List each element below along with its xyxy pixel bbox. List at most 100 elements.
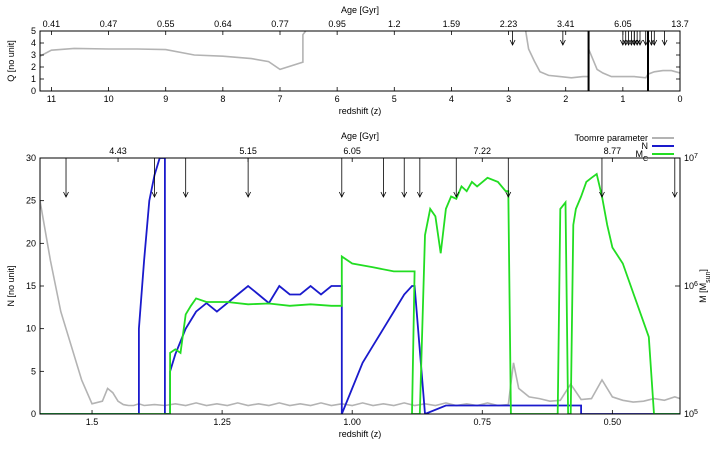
y-tick-label: 5 (31, 366, 36, 376)
y-tick-label: 4 (31, 38, 36, 48)
age-tick-label: 6.05 (614, 19, 632, 29)
event-arrow (453, 158, 460, 198)
event-arrow (648, 31, 655, 46)
y-tick-label: 0 (31, 86, 36, 96)
age-tick-label: 1.59 (443, 19, 461, 29)
arrow-head (625, 39, 632, 46)
event-arrow (599, 158, 605, 198)
age-tick-label: 1.2 (388, 19, 401, 29)
event-arrow (634, 31, 641, 46)
age-tick-label: 5.15 (239, 146, 257, 156)
event-arrow (628, 31, 635, 46)
arrow-head (671, 191, 678, 198)
age-tick-label: 0.77 (271, 19, 289, 29)
arrow-head (634, 39, 641, 46)
age-tick-label: 6.05 (343, 146, 361, 156)
age-axis-label: Age [Gyr] (341, 131, 379, 141)
x-tick-label: 4 (449, 94, 454, 104)
age-tick-label: 0.95 (328, 19, 346, 29)
x-tick-label: 10 (104, 94, 114, 104)
series-line-3 (587, 48, 680, 79)
arrow-head (648, 39, 655, 46)
arrow-head (622, 39, 629, 46)
x-tick-label: 7 (277, 94, 282, 104)
event-arrow (509, 31, 516, 46)
series-line-toomre-parameter (40, 200, 680, 407)
age-tick-label: 8.77 (604, 146, 622, 156)
event-arrow (651, 31, 658, 46)
series-line-1 (40, 31, 307, 71)
event-arrow (505, 158, 512, 198)
x-tick-label: 9 (163, 94, 168, 104)
y2-tick-label: 107 (684, 153, 698, 164)
event-arrow (151, 158, 158, 198)
y-tick-label: 3 (31, 50, 36, 60)
arrow-head (380, 191, 387, 198)
arrow-head (637, 39, 643, 46)
y-tick-label: 10 (26, 324, 36, 334)
x-tick-label: 5 (392, 94, 397, 104)
event-arrow (631, 31, 638, 46)
x-tick-label: 0.75 (474, 417, 492, 427)
arrow-head (182, 191, 189, 198)
bottom-panel-n-m-vs-redshift: 1.5 1.25 1.00 0.75 0.50 0 5 10 15 20 25 30 105 106 107… (6, 131, 712, 439)
series-group (40, 158, 680, 414)
series-group (40, 31, 680, 79)
event-arrow (338, 158, 345, 198)
arrow-head (619, 39, 626, 46)
x-tick-label: 0.50 (604, 417, 622, 427)
arrow-head (509, 39, 516, 46)
age-tick-label: 0.55 (157, 19, 175, 29)
y-tick-label: 20 (26, 238, 36, 248)
legend-label-toomre-parameter: Toomre parameter (574, 133, 648, 143)
x-tick-label: 1.25 (213, 417, 231, 427)
age-axis-label: Age [Gyr] (341, 5, 379, 15)
event-arrow (559, 31, 566, 46)
arrow-head (338, 191, 345, 198)
y2-axis-label: M [Msun] (698, 269, 712, 303)
arrow-head (63, 191, 69, 198)
x-axis-label: redshift (z) (339, 106, 382, 116)
x-axis-label: redshift (z) (339, 429, 382, 439)
arrow-head (416, 191, 423, 198)
y-axis-label: N [no unit] (6, 265, 16, 306)
legend-label-n: N (642, 141, 649, 151)
y2-tick-label: 106 (684, 281, 698, 292)
event-arrow (63, 158, 69, 198)
series-line-2 (524, 31, 589, 79)
x-tick-label: 0 (677, 94, 682, 104)
x-tick-label: 1 (620, 94, 625, 104)
age-tick-label: 3.41 (557, 19, 575, 29)
arrow-head (151, 191, 158, 198)
x-tick-label: 3 (506, 94, 511, 104)
y-tick-label: 5 (31, 26, 36, 36)
x-tick-label: 1.00 (343, 417, 361, 427)
arrow-head (631, 39, 638, 46)
plot-frame (39, 157, 681, 415)
event-arrow (245, 158, 251, 198)
event-arrow (182, 158, 189, 198)
x-tick-label: 2 (563, 94, 568, 104)
arrow-head (661, 39, 668, 46)
arrow-head (245, 191, 251, 198)
event-arrow (401, 158, 408, 198)
arrow-head (628, 39, 635, 46)
plot-frame (39, 30, 681, 92)
arrow-head (651, 39, 658, 46)
event-arrow (625, 31, 632, 46)
y-tick-label: 15 (26, 281, 36, 291)
series-line-n (40, 158, 680, 414)
x-tick-label: 1.5 (86, 417, 99, 427)
age-tick-label: 0.64 (214, 19, 232, 29)
series-line-m-c (40, 172, 680, 414)
age-tick-label: 13.7 (671, 19, 689, 29)
event-arrow (622, 31, 629, 46)
y-axis-label: Q [no unit] (6, 40, 16, 82)
y-tick-label: 30 (26, 153, 36, 163)
x-tick-label: 11 (47, 94, 56, 104)
event-arrow (637, 31, 643, 46)
y2-tick-label: 105 (684, 409, 698, 420)
